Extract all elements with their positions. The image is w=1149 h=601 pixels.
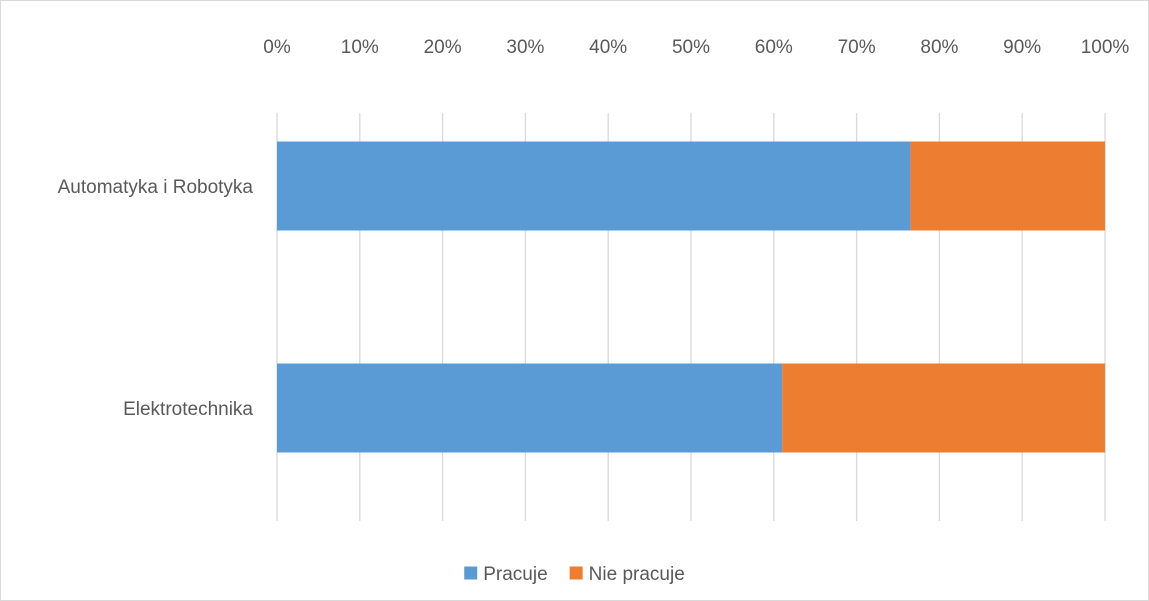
x-tick-label: 70% bbox=[838, 37, 876, 58]
x-tick-label: 10% bbox=[341, 37, 379, 58]
x-tick-label: 100% bbox=[1081, 37, 1130, 58]
x-axis-ticks: 0% 10% 20% 30% 40% 50% 60% 70% 80% 90% 100% bbox=[263, 37, 1129, 58]
x-tick-label: 50% bbox=[672, 37, 710, 58]
x-tick-label: 30% bbox=[506, 37, 544, 58]
category-label: Elektrotechnika bbox=[123, 399, 253, 420]
x-tick-label: 0% bbox=[263, 37, 291, 58]
category-labels: Automatyka i Robotyka Elektrotechnika bbox=[58, 177, 254, 420]
legend-swatch bbox=[464, 566, 478, 580]
category-label: Automatyka i Robotyka bbox=[58, 177, 254, 198]
legend-label: Nie pracuje bbox=[589, 564, 685, 585]
bars bbox=[277, 141, 1105, 453]
x-tick-label: 40% bbox=[589, 37, 627, 58]
legend-label: Pracuje bbox=[483, 564, 547, 585]
x-tick-label: 60% bbox=[755, 37, 793, 58]
x-tick-label: 20% bbox=[424, 37, 462, 58]
bar-nie-pracuje bbox=[910, 141, 1105, 231]
bar-pracuje bbox=[277, 363, 783, 453]
legend-swatch bbox=[569, 566, 583, 580]
bar-nie-pracuje bbox=[782, 363, 1105, 453]
x-tick-label: 90% bbox=[1003, 37, 1041, 58]
legend: Pracuje Nie pracuje bbox=[464, 564, 685, 585]
x-tick-label: 80% bbox=[920, 37, 958, 58]
bar-pracuje bbox=[277, 141, 911, 231]
